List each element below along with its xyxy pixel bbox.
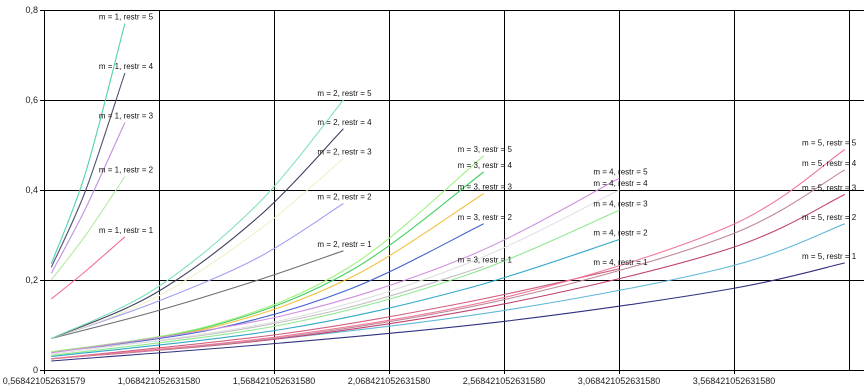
series-label: m = 1, restr = 1 [99, 226, 154, 235]
x-tick-label: 3,068421052631580 [578, 376, 661, 386]
series-label: m = 4, restr = 2 [593, 229, 648, 238]
series-label: m = 5, restr = 4 [802, 159, 857, 168]
y-tick-label: 0,6 [25, 95, 38, 105]
series-line [51, 209, 620, 357]
series-label: m = 5, restr = 1 [802, 252, 857, 261]
series-label: m = 3, restr = 3 [458, 183, 513, 192]
series-line [51, 203, 344, 340]
x-tick-label: 2,068421052631580 [348, 376, 431, 386]
series-line [50, 122, 126, 274]
series-line [51, 177, 620, 354]
series-label: m = 2, restr = 5 [317, 89, 372, 98]
series-line [50, 176, 126, 281]
y-tick-label: 0,8 [25, 5, 38, 15]
x-tick-label: 0,568421052631579 [3, 376, 86, 386]
x-tick-label: 2,568421052631580 [463, 376, 546, 386]
series-label: m = 2, restr = 1 [317, 240, 372, 249]
series-label: m = 4, restr = 1 [593, 258, 648, 267]
series-label: m = 1, restr = 3 [99, 112, 154, 121]
series-label: m = 3, restr = 1 [458, 256, 513, 265]
series-label: m = 5, restr = 2 [802, 213, 857, 222]
series-line [51, 223, 484, 353]
y-tick-label: 0,2 [25, 275, 38, 285]
series-line [51, 262, 845, 362]
series-label: m = 1, restr = 4 [99, 62, 154, 71]
series-label: m = 3, restr = 5 [458, 145, 513, 154]
series-line [50, 72, 126, 268]
series-label: m = 5, restr = 3 [802, 184, 857, 193]
y-tick-label: 0 [33, 365, 38, 375]
series-labels: m = 1, restr = 1 m = 1, restr = 2 m = 1, r… [99, 13, 857, 267]
series-line [51, 99, 344, 339]
series-line [51, 158, 344, 340]
series-line [51, 149, 846, 360]
y-tick-label: 0,4 [25, 185, 38, 195]
axes [44, 10, 864, 371]
series-label: m = 1, restr = 2 [99, 166, 154, 175]
series-lines [50, 23, 846, 362]
series-label: m = 3, restr = 4 [458, 161, 513, 170]
series-label: m = 4, restr = 4 [593, 179, 648, 188]
series-label: m = 4, restr = 5 [593, 167, 648, 176]
series-line [50, 236, 126, 300]
series-line [51, 238, 620, 358]
series-label: m = 4, restr = 3 [593, 199, 648, 208]
series-line [51, 128, 344, 340]
x-tick-label: 3,568421052631580 [693, 376, 776, 386]
x-tick-label: 1,068421052631580 [118, 376, 201, 386]
x-tick-label: 1,568421052631580 [233, 376, 316, 386]
series-label: m = 1, restr = 5 [99, 13, 154, 22]
series-label: m = 2, restr = 4 [317, 118, 372, 127]
series-line [51, 250, 344, 340]
grid [44, 10, 864, 370]
series-label: m = 2, restr = 2 [317, 193, 372, 202]
series-line [51, 268, 620, 360]
tick-labels: 0 0,2 0,4 0,6 0,8 0,568421052631579 1,06842105… [3, 5, 776, 386]
series-label: m = 3, restr = 2 [458, 213, 513, 222]
series-line [51, 189, 620, 355]
series-line [51, 193, 484, 353]
series-label: m = 5, restr = 5 [802, 139, 857, 148]
series-line [50, 23, 126, 264]
series-label: m = 2, restr = 3 [317, 148, 372, 157]
series-line [51, 169, 846, 360]
